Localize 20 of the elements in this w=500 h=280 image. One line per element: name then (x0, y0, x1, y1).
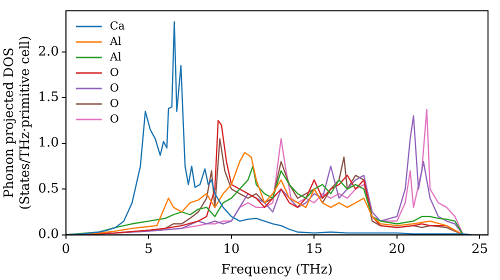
legend-label: O (110, 81, 119, 94)
x-tick-label: 25 (471, 242, 488, 257)
y-tick-label: 0.0 (38, 227, 59, 242)
x-tick-label: 0 (62, 242, 70, 257)
x-tick-label: 5 (144, 242, 153, 257)
legend-label: O (110, 112, 119, 126)
legend-label: Al (108, 34, 122, 48)
legend-label: Al (108, 50, 122, 64)
legend-label: O (110, 96, 119, 110)
x-tick-label: 10 (223, 242, 240, 257)
x-tick-label: 15 (306, 242, 322, 257)
x-axis-title: Frequency (THz) (221, 262, 333, 278)
y-tick-label: 1.5 (38, 90, 59, 106)
legend-label: O (110, 66, 119, 79)
y-tick-label: 0.5 (38, 181, 59, 196)
y-axis-title: Phonon projected DOS (States/THz·primitive cell) (2, 36, 33, 210)
x-tick-label: 20 (388, 242, 406, 257)
y-tick-label: 2.0 (38, 44, 59, 60)
y-tick-label: 1.0 (38, 136, 59, 151)
legend-label: Ca (110, 19, 126, 32)
